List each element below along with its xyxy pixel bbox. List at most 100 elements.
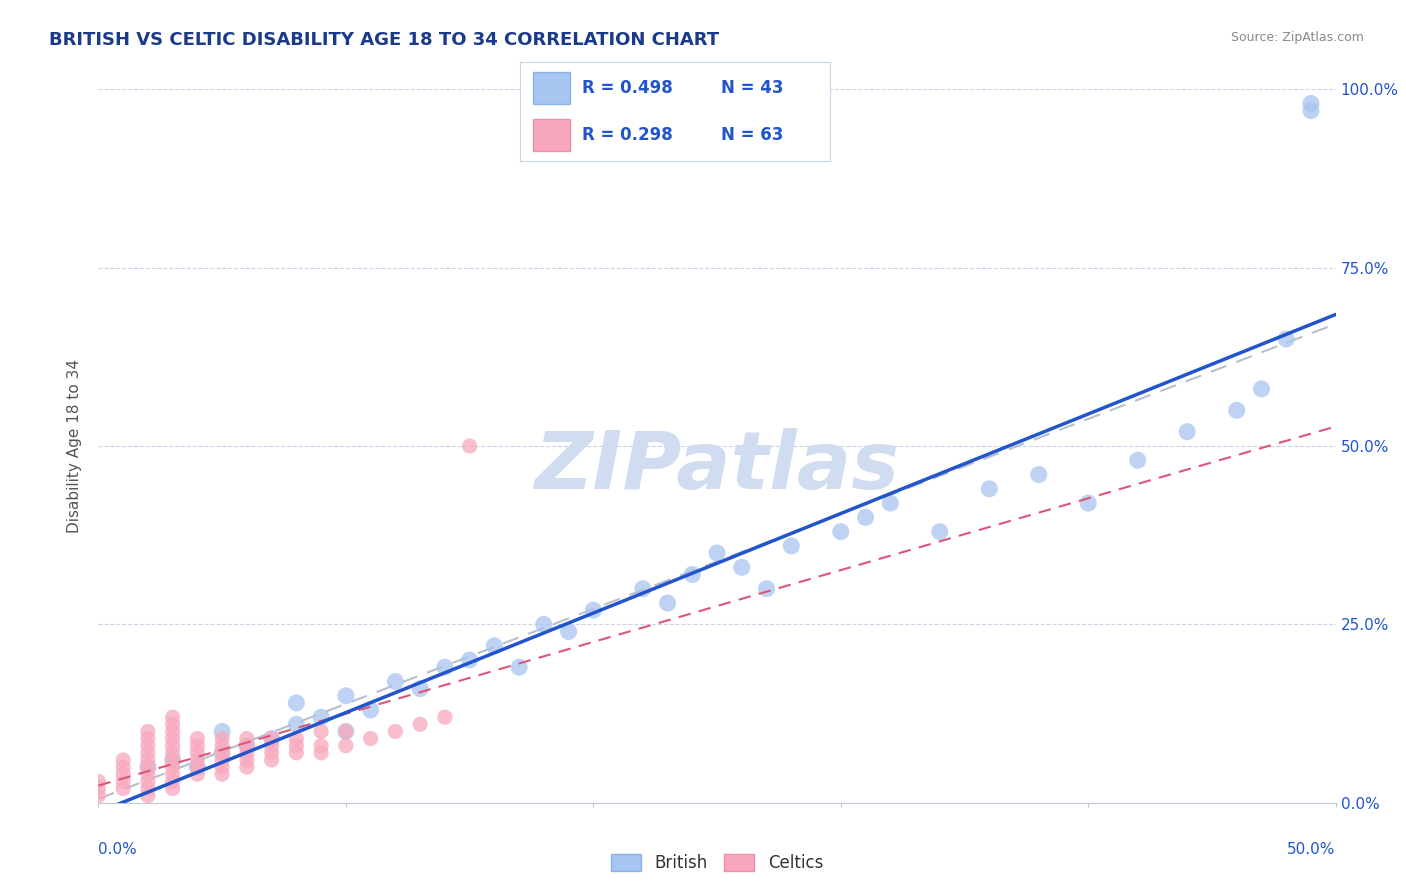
Text: R = 0.498: R = 0.498 [582, 79, 673, 97]
Point [582, 603, 605, 617]
Text: N = 43: N = 43 [721, 79, 783, 97]
Point [186, 746, 208, 760]
Point [211, 767, 233, 781]
Point [211, 760, 233, 774]
Point [260, 731, 283, 746]
Point [458, 653, 481, 667]
Point [186, 739, 208, 753]
Point [186, 753, 208, 767]
Point [162, 753, 184, 767]
Point [879, 496, 901, 510]
Point [136, 731, 159, 746]
Point [162, 774, 184, 789]
Point [186, 760, 208, 774]
Point [285, 717, 308, 731]
Point [211, 746, 233, 760]
Point [335, 739, 357, 753]
Point [211, 731, 233, 746]
Point [1275, 332, 1298, 346]
Point [260, 739, 283, 753]
Point [260, 731, 283, 746]
Point [186, 731, 208, 746]
Point [162, 731, 184, 746]
Text: ZIPatlas: ZIPatlas [534, 428, 900, 507]
Point [285, 746, 308, 760]
Point [136, 760, 159, 774]
Point [112, 767, 135, 781]
Point [1077, 496, 1099, 510]
Point [260, 746, 283, 760]
Text: Source: ZipAtlas.com: Source: ZipAtlas.com [1230, 31, 1364, 45]
Point [1250, 382, 1272, 396]
Point [533, 617, 555, 632]
Point [830, 524, 852, 539]
Point [162, 753, 184, 767]
Point [1299, 103, 1322, 118]
Point [136, 760, 159, 774]
Point [162, 746, 184, 760]
Point [360, 703, 382, 717]
Point [681, 567, 703, 582]
Y-axis label: Disability Age 18 to 34: Disability Age 18 to 34 [67, 359, 83, 533]
Point [211, 746, 233, 760]
Point [433, 710, 456, 724]
Point [1028, 467, 1050, 482]
Point [508, 660, 530, 674]
Point [236, 746, 259, 760]
Point [631, 582, 654, 596]
Point [260, 753, 283, 767]
Point [780, 539, 803, 553]
Point [87, 781, 110, 796]
Point [335, 689, 357, 703]
Point [1226, 403, 1249, 417]
Point [433, 660, 456, 674]
Point [162, 781, 184, 796]
Point [384, 674, 406, 689]
Point [112, 774, 135, 789]
Text: R = 0.298: R = 0.298 [582, 126, 673, 144]
Point [87, 789, 110, 803]
Point [755, 582, 778, 596]
Point [162, 710, 184, 724]
Point [186, 767, 208, 781]
Point [136, 746, 159, 760]
Point [236, 760, 259, 774]
Point [136, 724, 159, 739]
Text: N = 63: N = 63 [721, 126, 783, 144]
Point [335, 724, 357, 739]
Point [731, 560, 754, 574]
Point [211, 724, 233, 739]
Text: BRITISH VS CELTIC DISABILITY AGE 18 TO 34 CORRELATION CHART: BRITISH VS CELTIC DISABILITY AGE 18 TO 3… [49, 31, 720, 49]
Point [384, 724, 406, 739]
Point [211, 739, 233, 753]
Point [136, 789, 159, 803]
FancyBboxPatch shape [533, 72, 569, 103]
Point [236, 739, 259, 753]
Point [309, 746, 332, 760]
Point [186, 760, 208, 774]
Text: 0.0%: 0.0% [98, 842, 138, 857]
Point [236, 739, 259, 753]
Point [162, 760, 184, 774]
Point [162, 717, 184, 731]
Point [112, 781, 135, 796]
Point [236, 753, 259, 767]
Point [706, 546, 728, 560]
Point [557, 624, 579, 639]
Point [236, 731, 259, 746]
Point [136, 753, 159, 767]
Point [1126, 453, 1149, 467]
Point [162, 724, 184, 739]
Point [928, 524, 950, 539]
Point [162, 767, 184, 781]
Text: 50.0%: 50.0% [1288, 842, 1336, 857]
Point [335, 724, 357, 739]
Point [136, 739, 159, 753]
Point [162, 739, 184, 753]
Point [285, 696, 308, 710]
Point [136, 781, 159, 796]
Point [309, 724, 332, 739]
Legend: British, Celtics: British, Celtics [603, 846, 831, 880]
Point [1299, 96, 1322, 111]
Point [855, 510, 877, 524]
